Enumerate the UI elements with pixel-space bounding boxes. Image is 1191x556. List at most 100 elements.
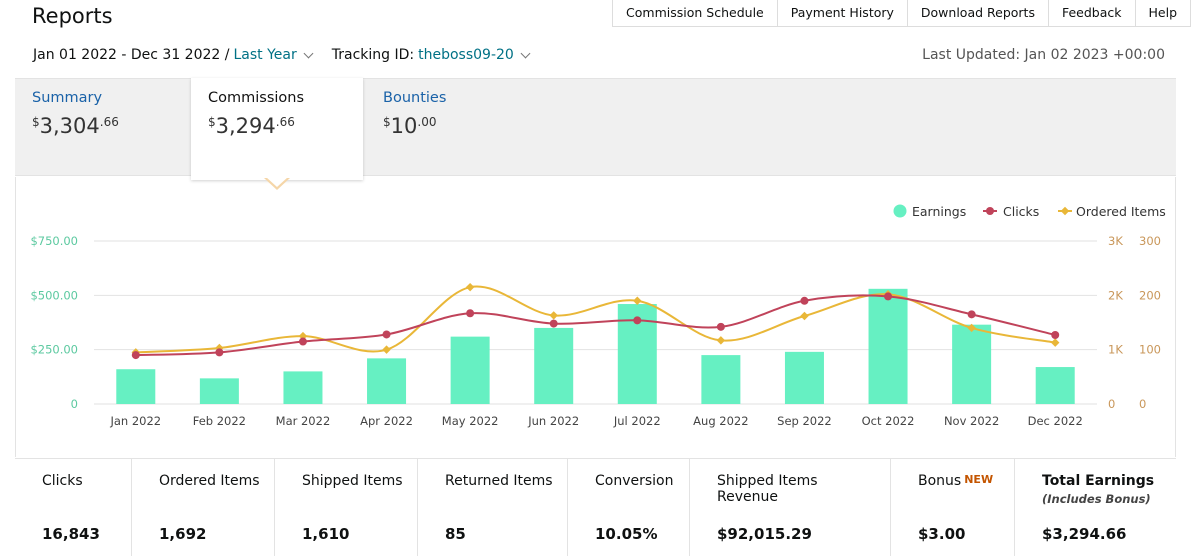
clicks-point (633, 316, 642, 325)
right-axis-tick-clicks: 3K (1108, 234, 1123, 248)
clicks-line (135, 294, 1056, 357)
date-range-text: Jan 01 2022 - Dec 31 2022 / (33, 47, 230, 63)
right-axis-tick-clicks: 2K (1108, 288, 1123, 302)
x-axis-tick: May 2022 (442, 414, 499, 428)
right-axis-tick-ordered: 0 (1139, 397, 1146, 411)
commission-schedule-link[interactable]: Commission Schedule (612, 0, 778, 27)
tab-bounties-label: Bounties (383, 90, 447, 106)
clicks-point (716, 322, 725, 331)
ordered-items-point (549, 311, 558, 320)
x-axis-tick: Jul 2022 (613, 414, 661, 428)
clicks-point (131, 351, 140, 360)
stat-value: 1,610 (302, 525, 350, 543)
stat-label-text: Returned Items (445, 473, 553, 489)
right-axis-tick-ordered: 300 (1139, 234, 1161, 248)
help-link[interactable]: Help (1135, 0, 1191, 27)
earnings-bar (450, 336, 490, 404)
tab-bounties[interactable]: Bounties $10.00 (366, 78, 463, 176)
left-axis-tick: 0 (71, 397, 78, 411)
clicks-point (466, 309, 475, 318)
earnings-bar (952, 324, 992, 404)
stat-conversion: Conversion 10.05% (568, 459, 690, 556)
right-axis-tick-ordered: 200 (1139, 288, 1161, 302)
stat-label: Bonus NEW (918, 473, 1004, 489)
earnings-bar (784, 351, 824, 404)
right-axis-tick-ordered: 100 (1139, 343, 1161, 357)
stat-value: $3,294.66 (1042, 525, 1127, 543)
left-axis-tick: $250.00 (30, 343, 78, 357)
stats-row: Clicks 16,843 Ordered Items 1,692 Shipped It… (15, 458, 1176, 556)
tab-commissions[interactable]: Commissions $3,294.66 (191, 78, 363, 180)
stat-value: 85 (445, 525, 466, 543)
chart-area: 0 0 0 $250.00 1K 100 $500.00 2K 200 $750.00 3K 300 J… (15, 177, 1176, 457)
x-axis-tick: Nov 2022 (944, 414, 999, 428)
stat-value: $92,015.29 (717, 525, 812, 543)
earnings-bar (367, 358, 407, 404)
ordered-items-point (1050, 338, 1060, 347)
stat-total-earnings: Total Earnings (Includes Bonus) $3,294.66 (1015, 459, 1176, 556)
stat-clicks: Clicks 16,843 (15, 459, 132, 556)
earnings-bar (701, 355, 741, 404)
filter-row: Jan 01 2022 - Dec 31 2022 / Last Year Tr… (33, 47, 535, 63)
stat-value: $3.00 (918, 525, 966, 543)
x-axis-tick: Feb 2022 (193, 414, 246, 428)
stat-sublabel: (Includes Bonus) (1042, 492, 1151, 506)
clicks-point (215, 348, 224, 357)
chevron-down-icon[interactable] (520, 48, 531, 58)
x-axis-tick: Dec 2022 (1028, 414, 1083, 428)
stat-label: Shipped Items (302, 473, 407, 489)
tab-pointer-fill (266, 177, 288, 187)
earnings-bar (116, 369, 156, 404)
ordered-items-point (800, 311, 809, 321)
stat-label: Clicks (42, 473, 121, 489)
new-badge: NEW (964, 473, 994, 486)
download-reports-link[interactable]: Download Reports (907, 0, 1049, 27)
stat-label: Returned Items (445, 473, 557, 489)
stat-returned-items: Returned Items 85 (418, 459, 568, 556)
clicks-point (884, 292, 893, 301)
tab-commissions-label: Commissions (208, 90, 305, 106)
stat-value: 1,692 (159, 525, 207, 543)
bounties-amount: $10.00 (383, 114, 437, 138)
stat-ordered-items: Ordered Items 1,692 (132, 459, 275, 556)
x-axis-tick: Mar 2022 (276, 414, 331, 428)
clicks-point (800, 296, 809, 305)
legend-clicks-marker (986, 207, 994, 215)
tab-summary[interactable]: Summary $3,304.66 (15, 78, 136, 176)
x-axis-tick: Apr 2022 (360, 414, 413, 428)
ordered-items-point (382, 345, 391, 354)
left-axis-tick: $500.00 (30, 288, 78, 302)
legend-ordered-label: Ordered Items (1076, 204, 1166, 219)
stat-label-text: Ordered Items (159, 473, 260, 489)
stat-label-text: Total Earnings (1042, 473, 1155, 489)
stat-label: Total Earnings (1042, 473, 1166, 489)
payment-history-link[interactable]: Payment History (777, 0, 908, 27)
feedback-link[interactable]: Feedback (1048, 0, 1136, 27)
tab-summary-label: Summary (32, 90, 103, 106)
legend-clicks-label: Clicks (1003, 204, 1039, 219)
stat-label: Shipped Items Revenue (717, 473, 880, 505)
clicks-point (967, 310, 976, 319)
right-axis-tick-clicks: 0 (1108, 397, 1115, 411)
earnings-bar (1035, 367, 1075, 404)
right-axis-tick-clicks: 1K (1108, 343, 1123, 357)
x-axis-tick: Jun 2022 (527, 414, 579, 428)
ordered-items-point (465, 282, 475, 292)
stat-label-text: Conversion (595, 473, 674, 489)
stat-label-text: Clicks (42, 473, 83, 489)
x-axis-tick: Jan 2022 (109, 414, 161, 428)
stat-label: Conversion (595, 473, 679, 489)
top-nav: Commission Schedule Payment History Down… (612, 0, 1191, 27)
stat-shipped-items-revenue: Shipped Items Revenue $92,015.29 (690, 459, 891, 556)
date-preset-dropdown[interactable]: Last Year (233, 47, 297, 63)
stat-label-text: Shipped Items (302, 473, 403, 489)
x-axis-tick: Sep 2022 (777, 414, 832, 428)
chevron-down-icon[interactable] (303, 48, 314, 58)
tracking-id-dropdown[interactable]: theboss09-20 (418, 47, 514, 63)
legend-earnings-label: Earnings (912, 204, 966, 219)
x-axis-tick: Aug 2022 (693, 414, 748, 428)
stat-bonus: Bonus NEW $3.00 (891, 459, 1015, 556)
stat-value: 10.05% (595, 525, 658, 543)
stat-shipped-items: Shipped Items 1,610 (275, 459, 418, 556)
earnings-bar (199, 378, 239, 404)
